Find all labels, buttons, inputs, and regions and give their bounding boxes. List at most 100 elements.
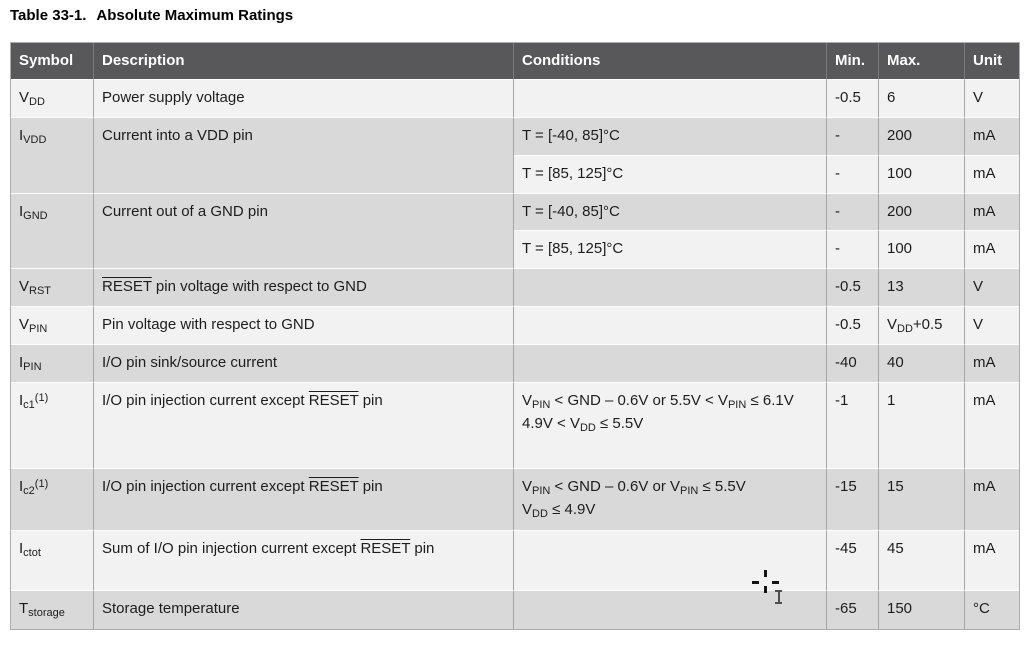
table-row: Ic2(1) I/O pin injection current except R… (11, 469, 1019, 531)
cell-max: 200 (879, 118, 965, 156)
cell-unit: V (965, 269, 1019, 307)
cell-symbol: VRST (11, 269, 94, 307)
cell-conditions (514, 345, 827, 383)
table-row: T = [85, 125]°C -100 mA (11, 156, 1019, 194)
cell-symbol: Ic1(1) (11, 383, 94, 469)
cell-symbol: VDD (11, 80, 94, 118)
cell-symbol: IGND (11, 194, 94, 269)
cell-description: Storage temperature (94, 591, 514, 629)
cell-conditions: T = [85, 125]°C (514, 231, 827, 269)
cell-min: -0.5 (827, 80, 879, 118)
cell-max: 1 (879, 383, 965, 469)
cell-unit: °C (965, 591, 1019, 629)
cell-max: 6 (879, 80, 965, 118)
cell-min: -0.5 (827, 269, 879, 307)
cell-unit: mA (965, 383, 1019, 469)
table-row: T = [85, 125]°C -100 mA (11, 231, 1019, 269)
cell-min: -40 (827, 345, 879, 383)
cell-max: 200 (879, 194, 965, 231)
cell-symbol: IPIN (11, 345, 94, 383)
cell-conditions: T = [85, 125]°C (514, 156, 827, 194)
cell-symbol: Ic2(1) (11, 469, 94, 531)
ibeam-bottom-serif (775, 602, 782, 604)
cell-conditions (514, 307, 827, 345)
cell-symbol: Ictot (11, 531, 94, 591)
cell-symbol: Tstorage (11, 591, 94, 629)
cell-description: RESET pin voltage with respect to GND (94, 269, 514, 307)
cell-unit: mA (965, 194, 1019, 231)
cell-symbol: IVDD (11, 118, 94, 194)
col-header-description: Description (94, 43, 514, 80)
cell-min: -15 (827, 469, 879, 531)
cell-unit: mA (965, 231, 1019, 269)
cell-conditions: T = [-40, 85]°C (514, 194, 827, 231)
cell-max: 100 (879, 231, 965, 269)
header-row: Symbol Description Conditions Min. Max. … (11, 43, 1019, 80)
col-header-symbol: Symbol (11, 43, 94, 80)
cell-unit: V (965, 80, 1019, 118)
table-row: Ictot Sum of I/O pin injection current ex… (11, 531, 1019, 591)
cell-description: Current into a VDD pin (94, 118, 514, 194)
cell-description: Sum of I/O pin injection current except … (94, 531, 514, 591)
cell-max: 15 (879, 469, 965, 531)
table-caption: Table 33-1. Absolute Maximum Ratings (10, 7, 293, 24)
col-header-conditions: Conditions (514, 43, 827, 80)
cell-conditions: T = [-40, 85]°C (514, 118, 827, 156)
cell-conditions: VPIN < GND – 0.6V or VPIN ≤ 5.5V VDD ≤ 4.… (514, 469, 827, 531)
cell-min: - (827, 231, 879, 269)
cell-unit: V (965, 307, 1019, 345)
table-row: IVDD Current into a VDD pin T = [-40, 85]°… (11, 118, 1019, 194)
cell-description: I/O pin sink/source current (94, 345, 514, 383)
cell-unit: mA (965, 118, 1019, 156)
cell-unit: mA (965, 156, 1019, 194)
cell-min: - (827, 194, 879, 231)
col-header-max: Max. (879, 43, 965, 80)
table-row: IPIN I/O pin sink/source current -40 40 mA (11, 345, 1019, 383)
table-row: Ic1(1) I/O pin injection current except R… (11, 383, 1019, 469)
col-header-unit: Unit (965, 43, 1019, 80)
table-caption-title: Absolute Maximum Ratings (96, 7, 294, 24)
cell-max: 13 (879, 269, 965, 307)
table-body: VDD Power supply voltage -0.5 6 V IVDD Current… (11, 80, 1019, 629)
table-row: IGND Current out of a GND pin T = [-40, 85… (11, 194, 1019, 269)
cell-conditions (514, 80, 827, 118)
cell-max: VDD+0.5 (879, 307, 965, 345)
cell-max: 40 (879, 345, 965, 383)
cell-conditions (514, 591, 827, 629)
cell-min: - (827, 118, 879, 156)
cell-description: Current out of a GND pin (94, 194, 514, 269)
cell-description: Pin voltage with respect to GND (94, 307, 514, 345)
table-row: VDD Power supply voltage -0.5 6 V (11, 80, 1019, 118)
crosshair-dash-left (752, 581, 759, 584)
table-caption-label: Table 33-1. (10, 7, 87, 24)
cell-description: Power supply voltage (94, 80, 514, 118)
crosshair-dash-top (764, 570, 767, 577)
table-row: Tstorage Storage temperature -65 150 °C (11, 591, 1019, 629)
cell-conditions: VPIN < GND – 0.6V or 5.5V < VPIN ≤ 6.1V 4… (514, 383, 827, 469)
cell-unit: mA (965, 531, 1019, 591)
cell-max: 150 (879, 591, 965, 629)
cell-unit: mA (965, 345, 1019, 383)
cell-conditions (514, 531, 827, 591)
crosshair-dash-bottom (764, 586, 767, 593)
cell-min: -45 (827, 531, 879, 591)
cell-symbol: VPIN (11, 307, 94, 345)
cell-min: -1 (827, 383, 879, 469)
ibeam-stem (778, 591, 780, 603)
ibeam-cursor-icon (774, 590, 783, 604)
cell-min: -65 (827, 591, 879, 629)
cell-min: -0.5 (827, 307, 879, 345)
cell-description: I/O pin injection current except RESET p… (94, 383, 514, 469)
cell-conditions (514, 269, 827, 307)
cell-max: 100 (879, 156, 965, 194)
col-header-min: Min. (827, 43, 879, 80)
cell-max: 45 (879, 531, 965, 591)
table-row: VRST RESET pin voltage with respect to GN… (11, 269, 1019, 307)
table-row: VPIN Pin voltage with respect to GND -0.5 V… (11, 307, 1019, 345)
crosshair-dash-right (772, 581, 779, 584)
cell-unit: mA (965, 469, 1019, 531)
cell-description: I/O pin injection current except RESET p… (94, 469, 514, 531)
cell-min: - (827, 156, 879, 194)
absolute-maximum-ratings-table: Symbol Description Conditions Min. Max. … (10, 42, 1020, 630)
